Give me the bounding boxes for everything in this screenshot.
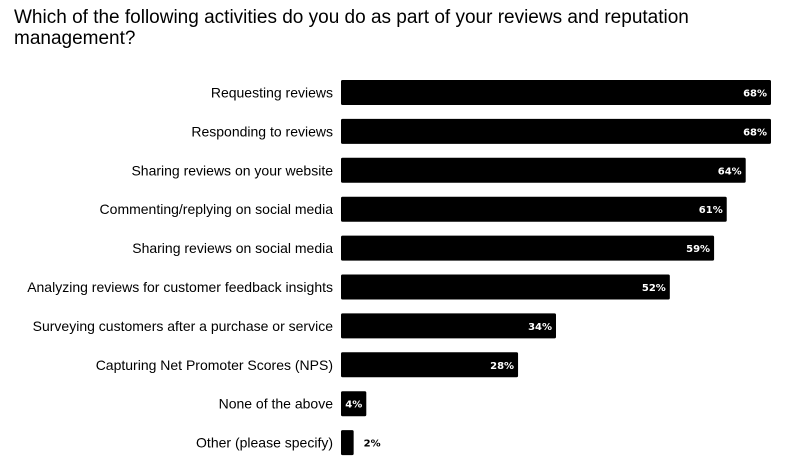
bar [341,274,670,300]
bar [341,391,367,417]
category-label: Sharing reviews on social media [132,240,333,256]
data-label: 61% [699,205,723,216]
data-label: 34% [528,322,552,333]
bar [341,352,519,378]
bar [341,118,771,144]
category-label: Analyzing reviews for customer feedback … [27,279,333,295]
category-label: Commenting/replying on social media [100,201,334,217]
category-label: None of the above [219,396,334,412]
data-label: 68% [743,127,767,138]
category-label: Capturing Net Promoter Scores (NPS) [96,357,333,373]
category-label: Responding to reviews [191,123,333,139]
data-label: 64% [718,166,742,177]
data-label: 2% [364,439,381,450]
bar [341,313,556,339]
bar [341,430,354,456]
bar [341,80,771,105]
data-label: 52% [642,283,666,294]
bar [341,157,746,183]
category-label: Surveying customers after a purchase or … [33,318,334,334]
category-label: Requesting reviews [211,85,333,101]
category-label: Sharing reviews on your website [131,162,333,178]
bar [341,196,727,222]
data-label: 68% [743,89,767,100]
data-label: 59% [686,244,710,255]
category-label: Other (please specify) [196,435,333,451]
bar [341,235,715,261]
data-label: 4% [345,400,362,411]
data-label: 28% [490,361,514,372]
chart-title: Which of the following activities do you… [14,7,689,49]
